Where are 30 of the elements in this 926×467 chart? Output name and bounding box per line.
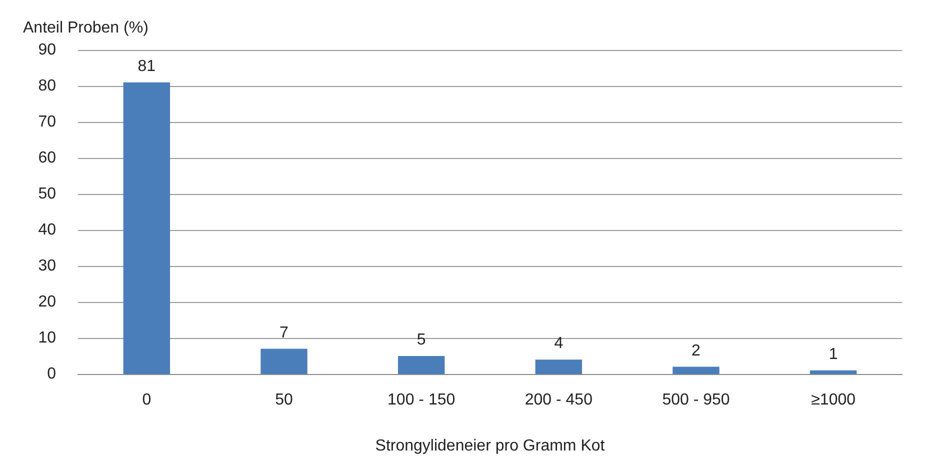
y-tick-label: 50 (38, 186, 56, 202)
bar (672, 366, 720, 374)
x-tick-label: 0 (142, 392, 152, 408)
y-tick-label: 80 (38, 78, 56, 94)
bar (260, 348, 308, 374)
y-tick-label: 70 (38, 114, 56, 130)
x-tick-label: 100 - 150 (388, 392, 456, 408)
bar (535, 360, 582, 374)
bar (398, 356, 445, 374)
y-tick-label: 30 (38, 258, 56, 274)
bar (123, 82, 170, 374)
bar (810, 370, 857, 374)
y-axis-title: Anteil Proben (%) (23, 20, 148, 36)
y-tick-label: 60 (38, 150, 56, 166)
x-tick-label: 500 - 950 (662, 392, 730, 408)
y-tick-label: 40 (38, 222, 56, 238)
x-tick-label: 50 (275, 392, 293, 408)
x-tick-label: 200 - 450 (524, 392, 593, 408)
data-label: 4 (554, 335, 564, 352)
y-tick-label: 0 (47, 366, 56, 382)
y-tick-label: 10 (38, 330, 56, 346)
data-label: 7 (280, 324, 289, 342)
data-label: 81 (138, 58, 156, 75)
x-tick-label: ≥1000 (811, 392, 856, 408)
x-axis-title: Strongylideneier pro Gramm Kot (375, 438, 606, 454)
y-tick-label: 90 (38, 42, 56, 58)
data-label: 5 (416, 332, 426, 348)
y-tick-label: 20 (38, 294, 56, 310)
data-label: 2 (692, 342, 701, 360)
data-label: 1 (828, 346, 838, 363)
